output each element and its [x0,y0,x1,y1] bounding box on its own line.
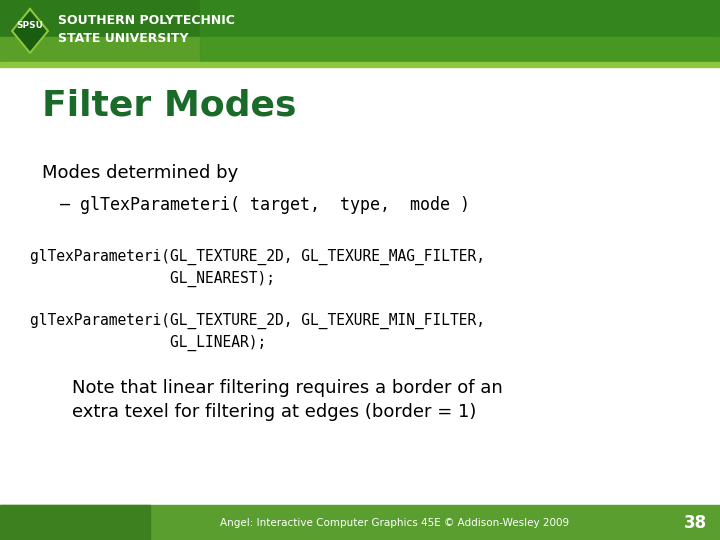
Text: GL_NEAREST);: GL_NEAREST); [30,271,275,287]
Text: STATE UNIVERSITY: STATE UNIVERSITY [58,32,189,45]
Text: SOUTHERN POLYTECHNIC: SOUTHERN POLYTECHNIC [58,15,235,28]
Bar [0,505,720,540]
Text: glTexParameteri(GL_TEXTURE_2D, GL_TEXURE_MIN_FILTER,: glTexParameteri(GL_TEXTURE_2D, GL_TEXURE… [30,313,485,329]
Text: – glTexParameteri( target,  type,  mode ): – glTexParameteri( target, type, mode ) [60,196,470,214]
Text: Angel: Interactive Computer Graphics 45E © Addison-Wesley 2009: Angel: Interactive Computer Graphics 45E… [220,517,570,528]
Text: SPSU: SPSU [17,22,43,30]
Text: Modes determined by: Modes determined by [42,164,238,182]
Text: extra texel for filtering at edges (border = 1): extra texel for filtering at edges (bord… [72,403,477,421]
Bar [0,0,720,62]
Bar [0,37,720,62]
Text: Filter Modes: Filter Modes [42,88,297,122]
Bar [0,62,720,67]
Polygon shape [12,9,48,53]
Bar [0,505,150,540]
Text: GL_LINEAR);: GL_LINEAR); [30,335,266,351]
Bar [200,0,720,62]
Text: glTexParameteri(GL_TEXTURE_2D, GL_TEXURE_MAG_FILTER,: glTexParameteri(GL_TEXTURE_2D, GL_TEXURE… [30,249,485,265]
Text: Note that linear filtering requires a border of an: Note that linear filtering requires a bo… [72,379,503,397]
Text: 38: 38 [683,514,706,531]
